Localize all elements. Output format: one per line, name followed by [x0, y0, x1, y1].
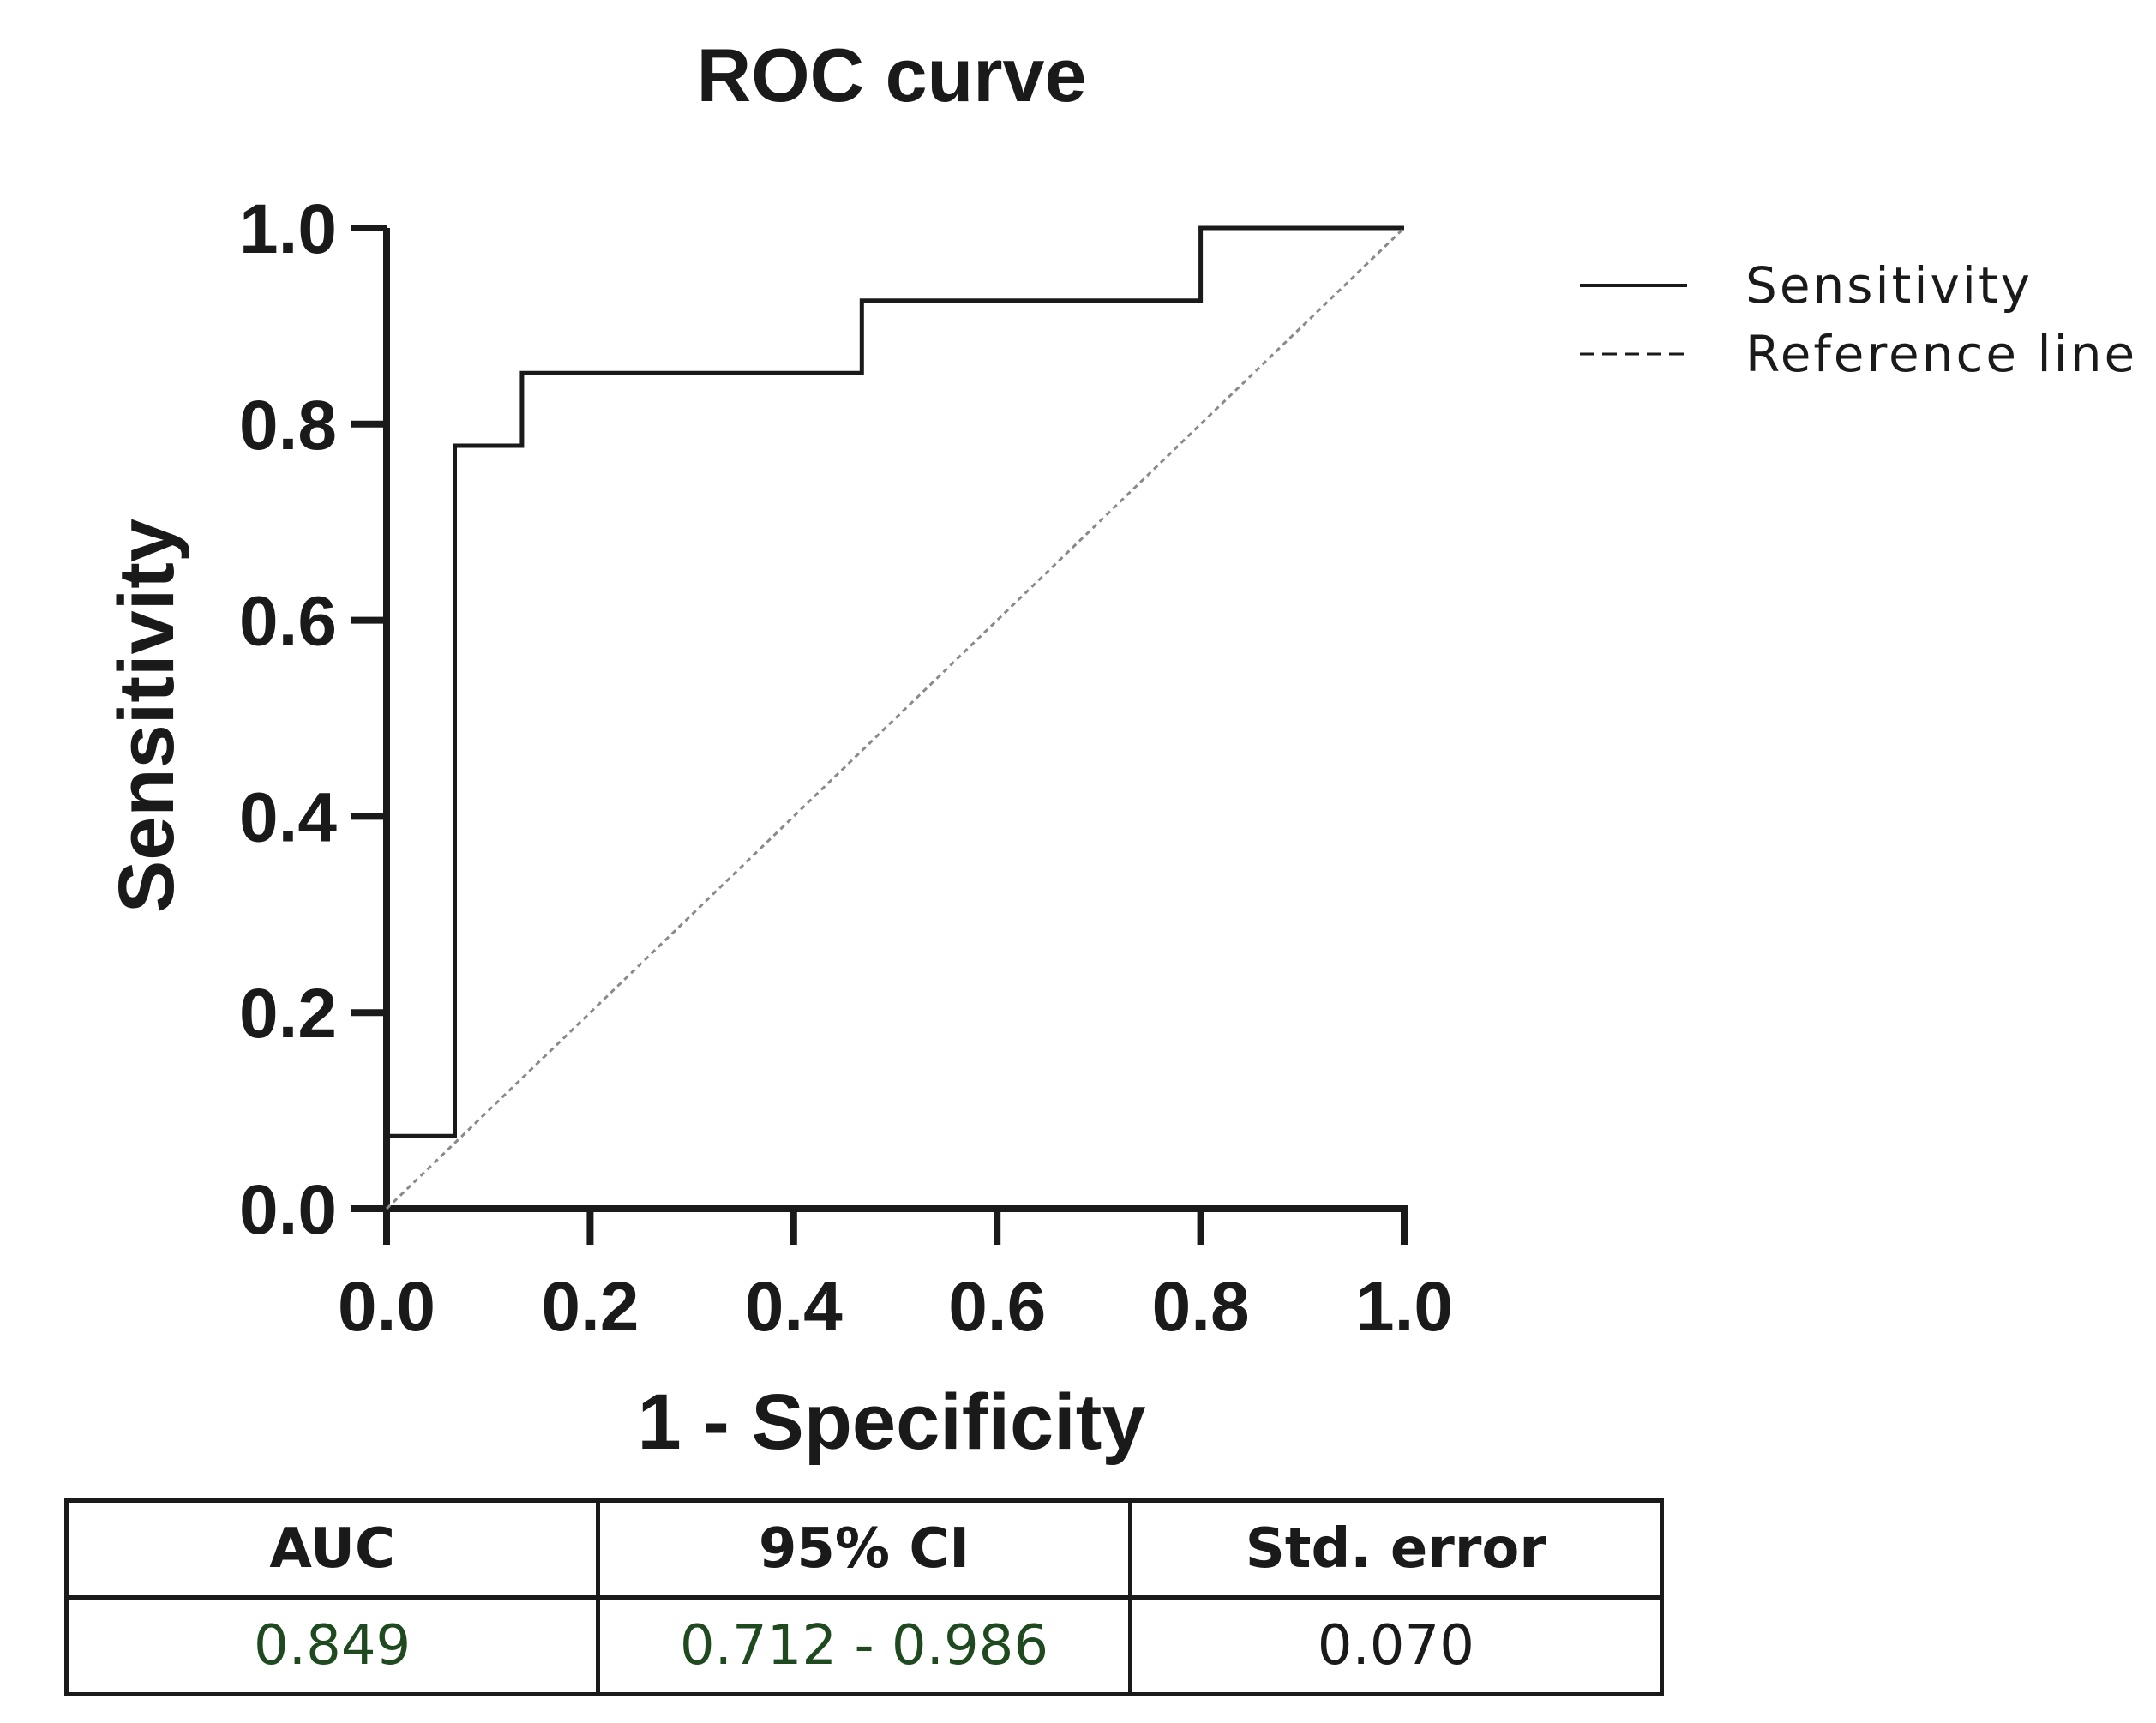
y-tick-label: 1.0	[239, 190, 337, 268]
x-axis-title: 1 - Specificity	[637, 1378, 1145, 1466]
x-tick-label: 1.0	[1355, 1268, 1453, 1346]
stats-header-row: AUC 95% CI Std. error	[63, 1498, 1665, 1600]
y-tick-label: 0.6	[239, 583, 337, 661]
x-tick-label: 0.8	[1152, 1268, 1250, 1346]
chart-title: ROC curve	[697, 33, 1087, 117]
value-std-error: 0.070	[1127, 1595, 1665, 1696]
y-tick-label: 0.2	[239, 975, 337, 1053]
header-std-error: Std. error	[1127, 1498, 1665, 1600]
legend-sensitivity-label: Sensitivity	[1745, 256, 2033, 315]
plot-area: 0.0 0.2 0.4 0.6 0.8 1.0 0.0 0.2 0.4 0.6 0.8 1.0	[239, 190, 1453, 1346]
x-tick-label: 0.4	[745, 1268, 843, 1346]
y-tick-label: 0.8	[239, 387, 337, 465]
legend-reference-label: Reference line	[1745, 325, 2137, 383]
x-tick-label: 0.2	[541, 1268, 639, 1346]
x-tick-label: 0.6	[948, 1268, 1046, 1346]
value-ci: 0.712 - 0.986	[596, 1595, 1132, 1696]
stats-value-row: 0.849 0.712 - 0.986 0.070	[63, 1595, 1665, 1696]
header-ci: 95% CI	[596, 1498, 1132, 1600]
header-auc: AUC	[63, 1498, 601, 1600]
value-auc: 0.849	[63, 1595, 601, 1696]
y-tick-label: 0.0	[239, 1171, 337, 1249]
y-axis-title: Sensitivity	[103, 519, 190, 913]
y-tick-label: 0.4	[239, 778, 337, 856]
x-tick-label: 0.0	[338, 1268, 435, 1346]
roc-curve-line	[384, 225, 1404, 1209]
stats-table: AUC 95% CI Std. error 0.849 0.712 - 0.98…	[63, 1498, 1665, 1696]
legend: Sensitivity Reference line	[1580, 256, 2137, 383]
